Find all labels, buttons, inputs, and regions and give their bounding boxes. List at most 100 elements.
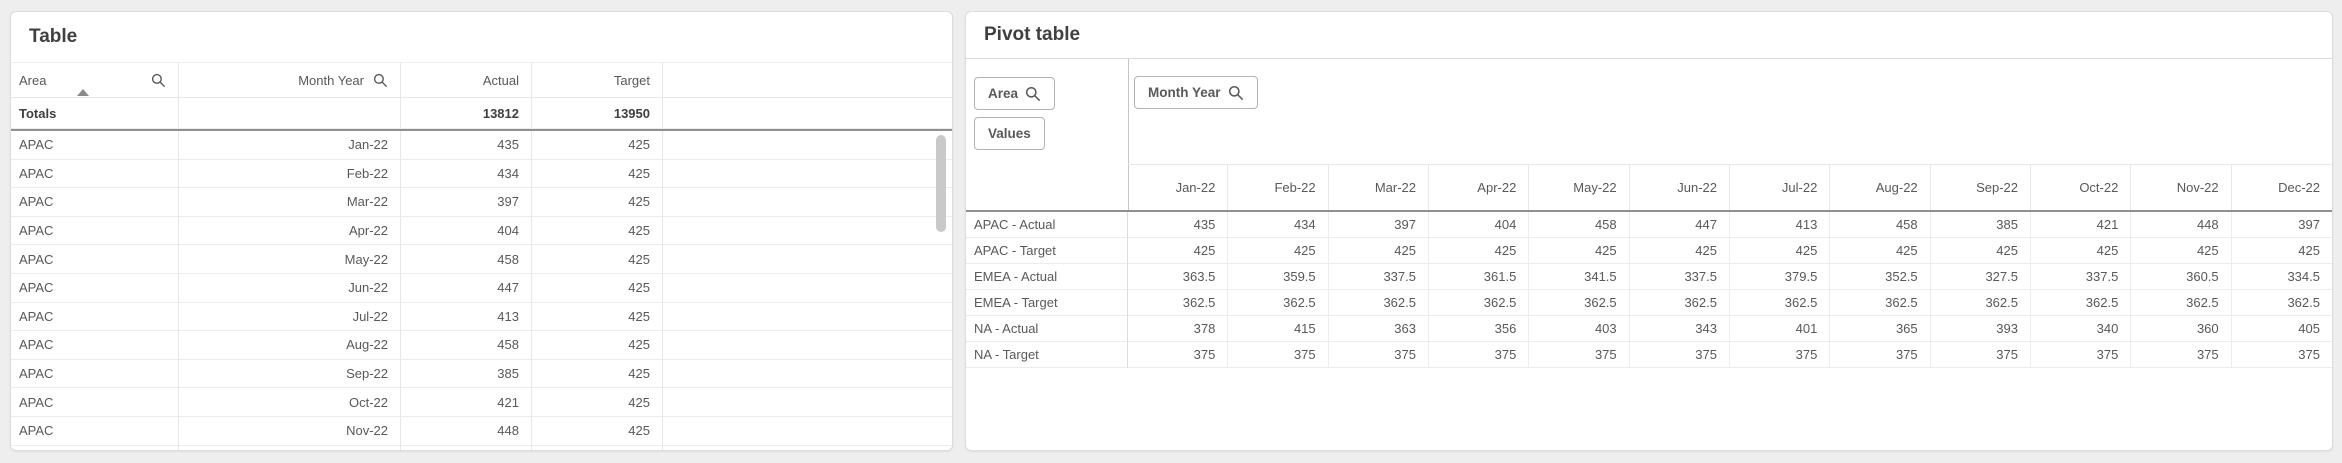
target-cell: 425 [532, 416, 663, 446]
table-row: APAC Jun-22 447 425 [11, 273, 952, 303]
pivot-col-header[interactable]: Aug-22 [1830, 164, 1931, 210]
pivot-col-header[interactable]: Oct-22 [2031, 164, 2132, 210]
area-cell[interactable]: APAC [11, 245, 179, 274]
search-icon[interactable] [151, 73, 166, 88]
pivot-value-cell: 425 [2031, 238, 2132, 264]
pivot-row-dimension-button[interactable]: Area [974, 77, 1056, 110]
pivot-header-divider [1128, 59, 1129, 212]
pivot-col-header[interactable]: Jul-22 [1730, 164, 1831, 210]
filler-cell [663, 273, 952, 303]
search-icon[interactable] [1025, 86, 1041, 102]
actual-cell: 385 [401, 359, 532, 389]
pivot-row-label[interactable]: NA - Actual [966, 316, 1128, 342]
area-cell[interactable]: APAC [11, 273, 179, 303]
pivot-row-label[interactable]: APAC - Target [966, 238, 1128, 264]
area-cell[interactable]: APAC [11, 188, 179, 217]
pivot-col-header[interactable]: Dec-22 [2231, 164, 2332, 210]
pivot-row-label[interactable]: APAC - Actual [966, 212, 1128, 238]
pivot-col-header[interactable]: May-22 [1529, 164, 1630, 210]
month-cell[interactable]: Jul-22 [179, 302, 401, 332]
month-cell[interactable]: Oct-22 [179, 388, 401, 417]
pivot-value-cell: 413 [1730, 212, 1831, 238]
area-cell[interactable]: APAC [11, 331, 179, 360]
table-row: APAC May-22 458 425 [11, 245, 952, 274]
area-cell[interactable]: APAC [11, 388, 179, 417]
target-cell: 425 [532, 331, 663, 360]
pivot-value-cell: 359.5 [1228, 264, 1329, 290]
pivot-col-header[interactable]: Apr-22 [1429, 164, 1530, 210]
pivot-values-label: Values [988, 126, 1031, 141]
pivot-value-cell: 327.5 [1930, 264, 2031, 290]
pivot-value-cell: 434 [1228, 212, 1329, 238]
actual-cell: 458 [401, 331, 532, 360]
filler-cell [663, 388, 952, 417]
table-row: APAC Sep-22 385 425 [11, 359, 952, 389]
pivot-col-header[interactable]: Sep-22 [1930, 164, 2031, 210]
pivot-value-cell: 363 [1328, 316, 1429, 342]
table-panel-title: Table [29, 26, 78, 47]
filler-cell [663, 359, 952, 389]
target-cell: 425 [532, 388, 663, 417]
month-cell[interactable]: Dec-22 [179, 445, 401, 450]
pivot-row-label[interactable]: EMEA - Target [966, 290, 1128, 316]
month-cell[interactable]: Apr-22 [179, 216, 401, 246]
column-header-area[interactable]: Area [11, 63, 179, 98]
search-icon[interactable] [1228, 85, 1244, 101]
pivot-col-header[interactable]: Mar-22 [1328, 164, 1429, 210]
pivot-value-cell: 375 [2131, 342, 2232, 368]
pivot-value-cell: 405 [2231, 316, 2332, 342]
pivot-value-cell: 363.5 [1128, 264, 1229, 290]
area-cell[interactable]: APAC [11, 359, 179, 389]
month-cell[interactable]: Sep-22 [179, 359, 401, 389]
month-cell[interactable]: May-22 [179, 245, 401, 274]
pivot-value-cell: 362.5 [1429, 290, 1530, 316]
pivot-value-cell: 337.5 [1328, 264, 1429, 290]
area-cell[interactable]: APAC [11, 416, 179, 446]
totals-row: Totals 13812 13950 [11, 98, 952, 129]
month-cell[interactable]: Nov-22 [179, 416, 401, 446]
month-cell[interactable]: Mar-22 [179, 188, 401, 217]
month-cell[interactable]: Jun-22 [179, 273, 401, 303]
month-cell[interactable]: Jan-22 [179, 131, 401, 160]
table-row: APAC Mar-22 397 425 [11, 188, 952, 217]
pivot-column-dimension-label: Month Year [1148, 85, 1221, 100]
pivot-col-header[interactable]: Jan-22 [1128, 164, 1229, 210]
pivot-row-label[interactable]: NA - Target [966, 342, 1128, 368]
column-header-area-label: Area [19, 72, 47, 88]
filler-cell [663, 302, 952, 332]
area-cell[interactable]: APAC [11, 302, 179, 332]
table-row: APAC Apr-22 404 425 [11, 216, 952, 246]
pivot-value-cell: 360.5 [2131, 264, 2232, 290]
vertical-scrollbar[interactable] [936, 135, 946, 232]
totals-actual: 13812 [401, 98, 532, 129]
area-cell[interactable]: APAC [11, 216, 179, 246]
pivot-value-cell: 425 [1629, 238, 1730, 264]
pivot-value-cell: 458 [1529, 212, 1630, 238]
search-icon[interactable] [373, 73, 388, 88]
column-header-actual[interactable]: Actual [401, 63, 532, 98]
area-cell[interactable]: APAC [11, 445, 179, 450]
pivot-value-cell: 404 [1429, 212, 1530, 238]
pivot-value-cell: 425 [1930, 238, 2031, 264]
pivot-col-header[interactable]: Nov-22 [2131, 164, 2232, 210]
pivot-row-label[interactable]: EMEA - Actual [966, 264, 1128, 290]
pivot-value-cell: 425 [2231, 238, 2332, 264]
month-cell[interactable]: Aug-22 [179, 331, 401, 360]
pivot-value-cell: 343 [1629, 316, 1730, 342]
pivot-values-button[interactable]: Values [974, 117, 1045, 150]
area-cell[interactable]: APAC [11, 159, 179, 189]
pivot-value-cell: 356 [1429, 316, 1530, 342]
pivot-panel-title: Pivot table [966, 12, 2332, 59]
pivot-column-dimension-button[interactable]: Month Year [1134, 76, 1258, 109]
month-cell[interactable]: Feb-22 [179, 159, 401, 189]
pivot-value-cell: 375 [2231, 342, 2332, 368]
column-header-month-year[interactable]: Month Year [179, 63, 401, 98]
pivot-row: EMEA - Target 362.5 362.5 362.5 362.5 362.5 36… [966, 290, 2332, 316]
filler-cell [663, 216, 952, 246]
column-header-target[interactable]: Target [532, 63, 663, 98]
pivot-value-cell: 362.5 [1629, 290, 1730, 316]
area-cell[interactable]: APAC [11, 131, 179, 160]
pivot-col-header[interactable]: Jun-22 [1629, 164, 1730, 210]
totals-label: Totals [11, 98, 179, 129]
pivot-col-header[interactable]: Feb-22 [1228, 164, 1329, 210]
